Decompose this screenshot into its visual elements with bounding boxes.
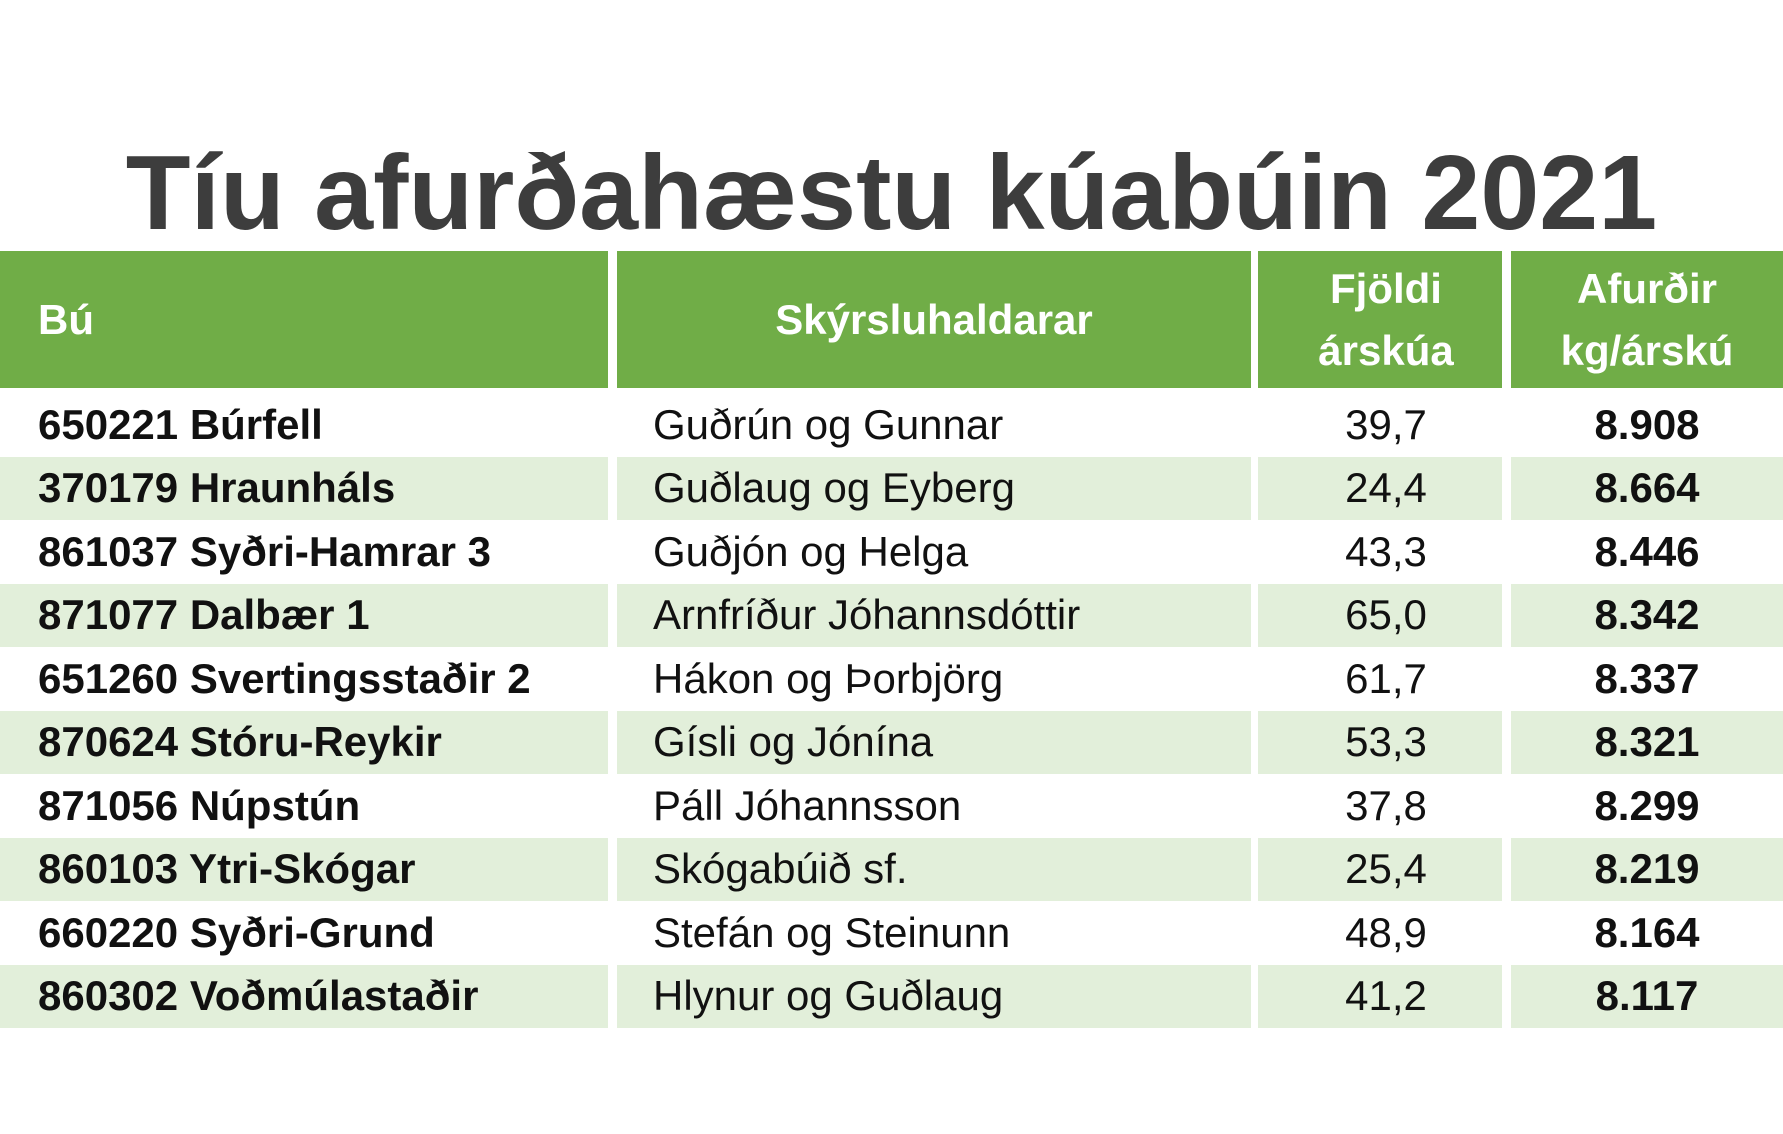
cell-bu: 871056 Núpstún [38,781,361,829]
cell-skyrsluhaldarar: Páll Jóhannsson [653,781,962,829]
cell-skyrsluhaldarar: Skógabúið sf. [617,837,1251,901]
cell-fjoldi: 37,8 [1345,781,1427,829]
cell-skyrsluhaldarar: Guðrún og Gunnar [653,400,1004,448]
table-body: 650221 Búrfell Guðrún og Gunnar 39,7 8.908 3… [0,393,1783,1028]
cell-skyrsluhaldarar: Gísli og Jónína [617,710,1251,774]
header-fjoldi: Fjöldi árskúa [1258,251,1502,388]
cell-skyrsluhaldarar: Arnfríður Jóhannsdóttir [617,583,1251,647]
cell-bu: 860103 Ytri-Skógar [0,837,608,901]
cell-afurdir: 8.219 [1511,837,1783,901]
cell-afurdir: 8.299 [1594,781,1700,829]
cell-bu: 370179 Hraunháls [0,456,608,520]
cell-skyrsluhaldarar: Guðjón og Helga [653,527,969,575]
page-title: Tíu afurðahæstu kúabúin 2021 [125,134,1658,252]
cell-fjoldi: 25,4 [1258,837,1502,901]
table-row: 871056 Núpstún Páll Jóhannsson 37,8 8.299 [0,774,1783,838]
cell-afurdir: 8.117 [1511,964,1783,1028]
cell-afurdir: 8.664 [1511,456,1783,520]
cell-bu: 870624 Stóru-Reykir [0,710,608,774]
cell-fjoldi: 53,3 [1258,710,1502,774]
cell-afurdir: 8.908 [1594,400,1700,448]
header-afurdir: Afurðir kg/árskú [1511,251,1783,388]
table-row: 370179 Hraunháls Guðlaug og Eyberg 24,4 8.6… [0,456,1783,520]
header-skyrsluhaldarar: Skýrsluhaldarar [617,251,1251,388]
cell-skyrsluhaldarar: Guðlaug og Eyberg [617,456,1251,520]
table-header-row: Bú Skýrsluhaldarar Fjöldi árskúa Afurðir… [0,251,1783,388]
header-bu: Bú [0,251,608,388]
cell-skyrsluhaldarar: Hákon og Þorbjörg [653,654,1004,702]
cell-afurdir: 8.342 [1511,583,1783,647]
cell-afurdir: 8.446 [1594,527,1700,575]
table-row: 660220 Syðri-Grund Stefán og Steinunn 48,9… [0,901,1783,965]
cell-skyrsluhaldarar: Hlynur og Guðlaug [617,964,1251,1028]
cell-bu: 861037 Syðri-Hamrar 3 [38,527,491,575]
table-row: 860103 Ytri-Skógar Skógabúið sf. 25,4 8.219 [0,837,1783,901]
cell-bu: 660220 Syðri-Grund [38,908,435,956]
cell-bu: 650221 Búrfell [38,400,323,448]
cell-fjoldi: 43,3 [1345,527,1427,575]
table-row: 870624 Stóru-Reykir Gísli og Jónína 53,3 8.… [0,710,1783,774]
cell-fjoldi: 65,0 [1258,583,1502,647]
cell-fjoldi: 39,7 [1345,400,1427,448]
cell-afurdir: 8.337 [1594,654,1700,702]
cell-afurdir: 8.321 [1511,710,1783,774]
cell-fjoldi: 48,9 [1345,908,1427,956]
table-row: 860302 Voðmúlastaðir Hlynur og Guðlaug 41,… [0,964,1783,1028]
cell-fjoldi: 61,7 [1345,654,1427,702]
cell-skyrsluhaldarar: Stefán og Steinunn [653,908,1011,956]
ranking-table: Bú Skýrsluhaldarar Fjöldi árskúa Afurðir… [0,251,1783,1028]
cell-bu: 871077 Dalbær 1 [0,583,608,647]
table-row: 651260 Svertingsstaðir 2 Hákon og Þorbjör… [0,647,1783,711]
table-row: 861037 Syðri-Hamrar 3 Guðjón og Helga 43,3… [0,520,1783,584]
cell-afurdir: 8.164 [1594,908,1700,956]
cell-fjoldi: 41,2 [1258,964,1502,1028]
table-row: 871077 Dalbær 1 Arnfríður Jóhannsdóttir 65… [0,583,1783,647]
cell-bu: 860302 Voðmúlastaðir [0,964,608,1028]
cell-bu: 651260 Svertingsstaðir 2 [38,654,531,702]
table-row: 650221 Búrfell Guðrún og Gunnar 39,7 8.908 [0,393,1783,457]
cell-fjoldi: 24,4 [1258,456,1502,520]
